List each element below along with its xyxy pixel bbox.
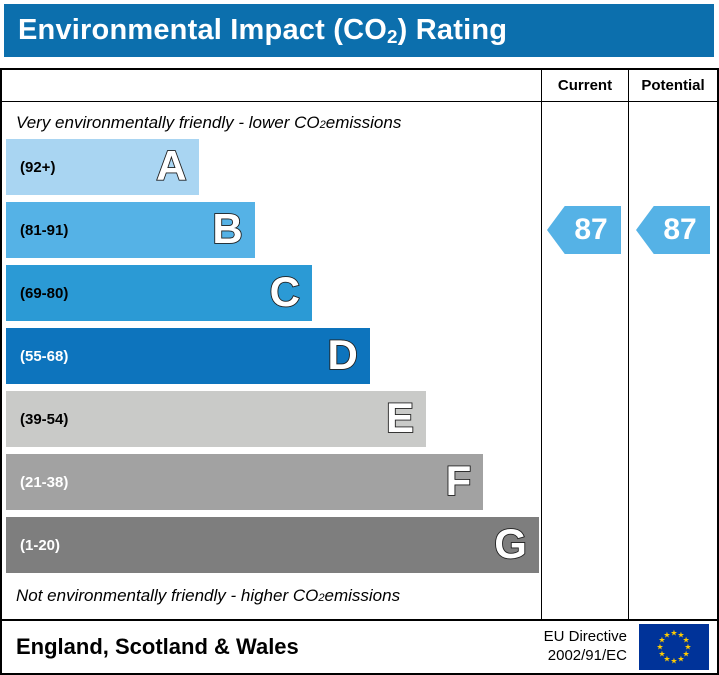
column-header-potential: Potential bbox=[628, 70, 717, 102]
band-bar-a: (92+) A bbox=[6, 139, 199, 195]
chart-table: Current Potential Very environmentally f… bbox=[0, 68, 719, 621]
band-bar-f: (21-38) F bbox=[6, 454, 484, 510]
top-note: Very environmentally friendly - lower CO… bbox=[6, 106, 541, 139]
current-arrow: 87 bbox=[547, 206, 621, 254]
band-range: (55-68) bbox=[20, 347, 69, 365]
potential-value: 87 bbox=[663, 213, 697, 246]
band-row-d: (55-68) D bbox=[6, 328, 541, 384]
svg-text:★: ★ bbox=[670, 657, 677, 666]
band-row-f: (21-38) F bbox=[6, 454, 541, 510]
band-letter: A bbox=[155, 142, 187, 190]
bottom-note-subscript: 2 bbox=[318, 591, 325, 604]
band-range: (81-91) bbox=[20, 221, 69, 239]
region-label: England, Scotland & Wales bbox=[16, 634, 299, 659]
page-title: Environmental Impact (CO2) Rating bbox=[18, 14, 507, 47]
band-range: (1-20) bbox=[20, 536, 61, 554]
eu-directive-line2: 2002/91/EC bbox=[547, 647, 627, 664]
band-letter: E bbox=[385, 394, 415, 442]
svg-text:★: ★ bbox=[663, 630, 670, 639]
band-row-c: (69-80) C bbox=[6, 265, 541, 321]
svg-text:★: ★ bbox=[677, 630, 684, 639]
bottom-note-pre: Not environmentally friendly - higher CO bbox=[16, 585, 319, 605]
bands-column: Very environmentally friendly - lower CO… bbox=[2, 102, 541, 619]
potential-arrow: 87 bbox=[636, 206, 710, 254]
band-range: (92+) bbox=[20, 158, 56, 176]
top-note-subscript: 2 bbox=[319, 118, 326, 131]
svg-text:★: ★ bbox=[670, 629, 677, 638]
bands: (92+) A (81-91) B (69-80) C (55-68) D (39-54) E (2… bbox=[6, 139, 541, 573]
bottom-note-post: emissions bbox=[324, 585, 401, 605]
column-header-current: Current bbox=[541, 70, 628, 102]
svg-text:★: ★ bbox=[684, 643, 691, 652]
title-text-post: ) Rating bbox=[397, 14, 508, 46]
band-range: (21-38) bbox=[20, 473, 69, 491]
svg-text:★: ★ bbox=[658, 636, 665, 645]
footer: England, Scotland & Wales EU Directive 2… bbox=[0, 621, 719, 675]
svg-text:★: ★ bbox=[683, 636, 690, 645]
band-row-a: (92+) A bbox=[6, 139, 541, 195]
band-bar-c: (69-80) C bbox=[6, 265, 313, 321]
top-note-pre: Very environmentally friendly - lower CO bbox=[16, 112, 320, 132]
header-cell-main bbox=[2, 70, 541, 102]
band-letter: F bbox=[445, 457, 472, 505]
top-note-post: emissions bbox=[325, 112, 402, 132]
band-letter: D bbox=[327, 331, 359, 379]
title-text-pre: Environmental Impact (CO bbox=[18, 14, 387, 46]
band-letter: C bbox=[269, 268, 301, 316]
current-column: 87 bbox=[541, 102, 628, 619]
eu-directive-text: EU Directive 2002/91/EC bbox=[544, 628, 627, 666]
band-row-e: (39-54) E bbox=[6, 391, 541, 447]
band-bar-e: (39-54) E bbox=[6, 391, 426, 447]
svg-text:★: ★ bbox=[683, 650, 690, 659]
title-subscript: 2 bbox=[386, 26, 398, 48]
band-bar-d: (55-68) D bbox=[6, 328, 370, 384]
band-bar-b: (81-91) B bbox=[6, 202, 255, 258]
svg-text:★: ★ bbox=[658, 650, 665, 659]
title-bar: Environmental Impact (CO2) Rating bbox=[4, 4, 714, 57]
potential-column: 87 bbox=[628, 102, 717, 619]
bottom-note: Not environmentally friendly - higher CO… bbox=[6, 579, 541, 612]
eu-directive-line1: EU Directive bbox=[543, 628, 627, 646]
band-range: (39-54) bbox=[20, 410, 69, 428]
band-bar-g: (1-20) G bbox=[6, 517, 539, 573]
band-letter: G bbox=[493, 520, 527, 568]
svg-text:★: ★ bbox=[656, 643, 663, 652]
band-letter: B bbox=[212, 205, 244, 253]
svg-text:★: ★ bbox=[677, 655, 684, 664]
band-range: (69-80) bbox=[20, 284, 69, 302]
band-row-b: (81-91) B bbox=[6, 202, 541, 258]
svg-text:★: ★ bbox=[663, 655, 670, 664]
current-value: 87 bbox=[574, 213, 608, 246]
band-row-g: (1-20) G bbox=[6, 517, 541, 573]
eu-flag-icon: ★ ★ ★ ★ ★ ★ ★ ★ ★ ★ ★ ★ bbox=[639, 624, 709, 670]
